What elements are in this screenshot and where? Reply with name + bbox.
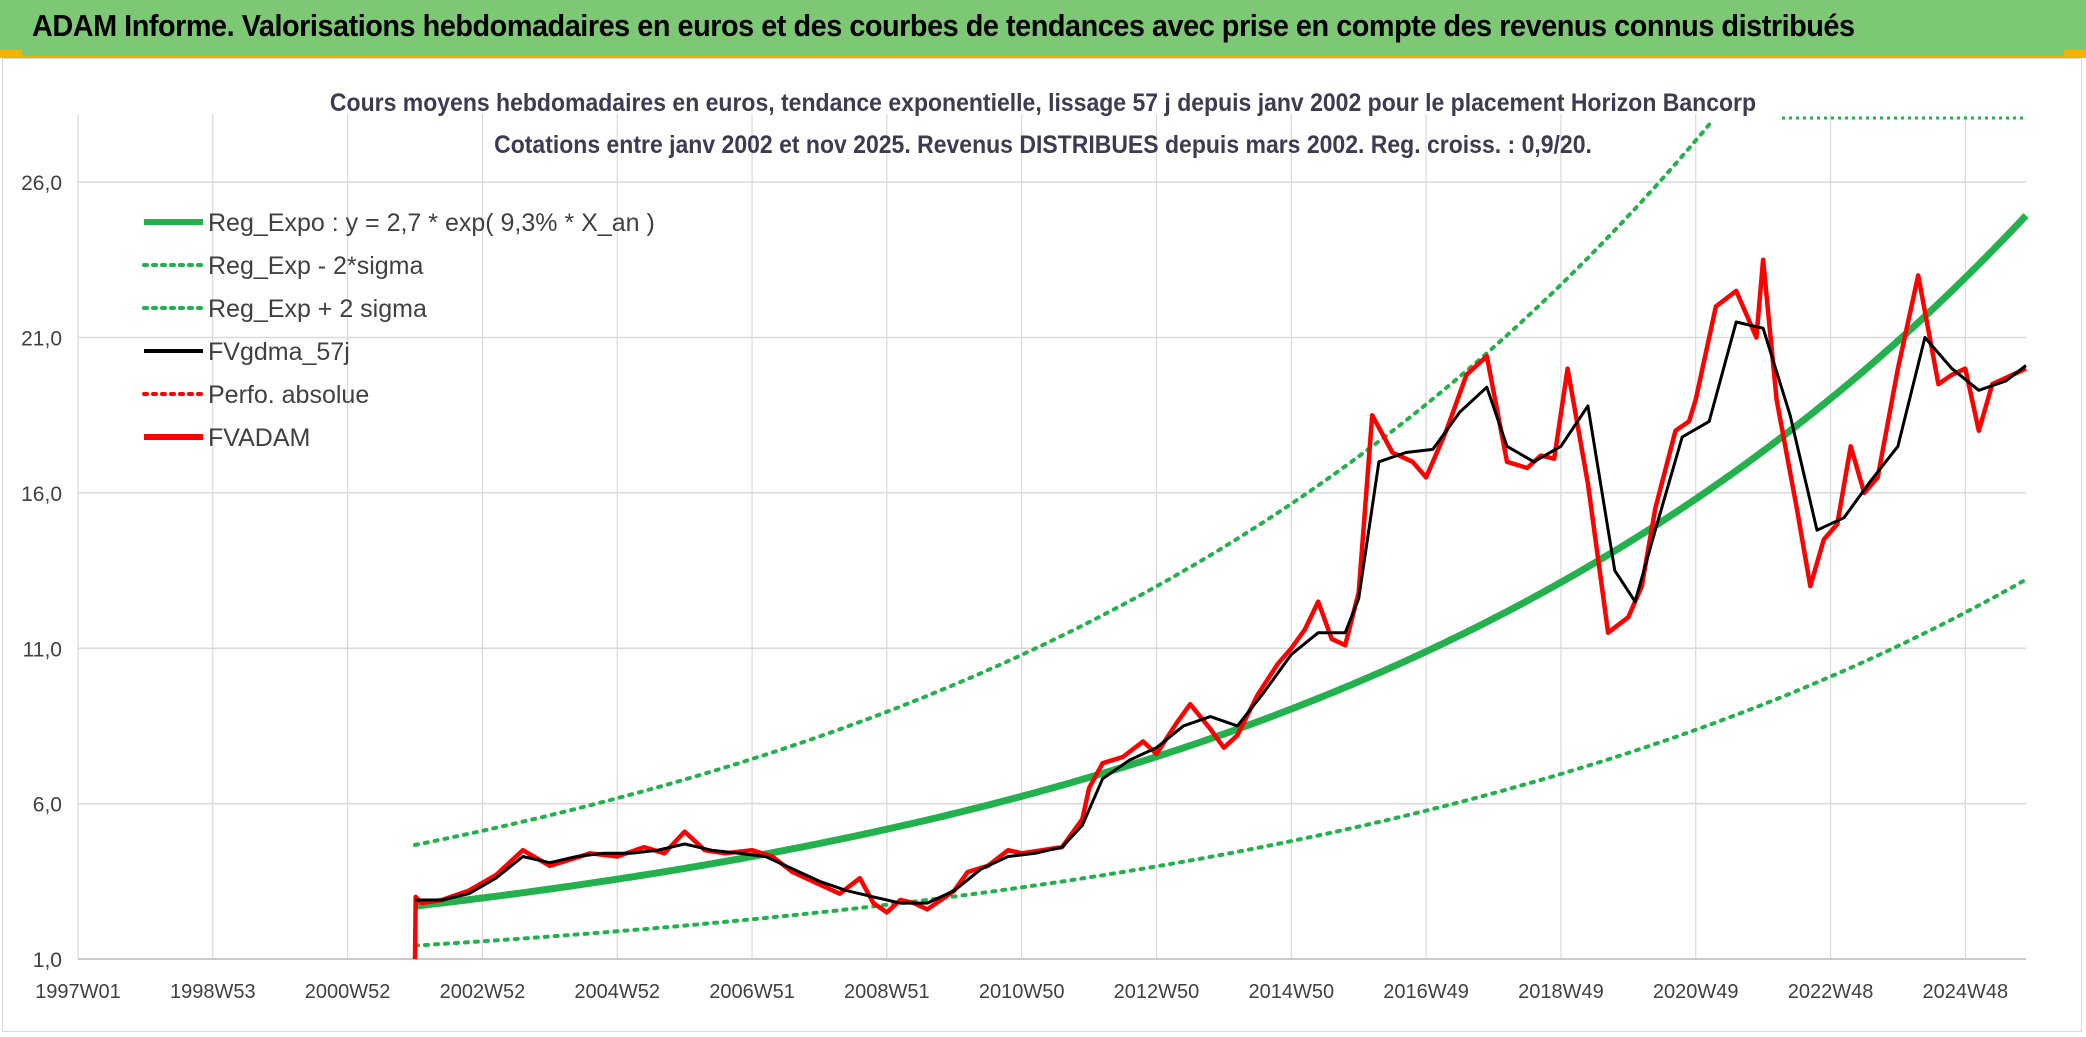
x-tick-label: 1998W53 — [170, 981, 256, 1003]
x-tick-label: 2002W52 — [440, 981, 526, 1003]
fvadam-line — [412, 257, 2027, 960]
y-tick-label: 26,0 — [21, 172, 62, 195]
x-tick-label: 2020W49 — [1653, 981, 1739, 1003]
y-tick-label: 11,0 — [23, 638, 62, 661]
y-tick-label: 21,0 — [21, 328, 62, 351]
x-tick-label: 2000W52 — [305, 981, 391, 1003]
y-tick-label: 6,0 — [33, 794, 62, 817]
y-axis-ticks: 1,0 6,0 11,0 16,0 21,0 26,0 — [21, 172, 62, 972]
chart-title-line2: Cotations entre janv 2002 et nov 2025. R… — [494, 131, 1592, 159]
x-tick-label: 2016W49 — [1383, 981, 1469, 1003]
reg-exp-plus-2sigma-line — [413, 118, 1715, 847]
x-tick-label: 2018W49 — [1518, 981, 1604, 1003]
header-corner-left — [0, 50, 22, 58]
legend-label: Reg_Exp + 2 sigma — [208, 295, 427, 323]
y-tick-label: 1,0 — [33, 949, 62, 972]
header-corner-right — [2064, 50, 2086, 58]
reg-exp-minus-2sigma-line — [413, 577, 2028, 948]
legend-label: Reg_Expo : y = 2,7 * exp( 9,3% * X_an ) — [208, 209, 655, 237]
x-axis-ticks: 1997W01 1998W53 2000W52 2002W52 2004W52 2006W… — [35, 981, 2008, 1003]
reg-expo-line — [414, 213, 2029, 910]
x-tick-label: 2022W48 — [1788, 981, 1874, 1003]
series-layer — [412, 118, 2029, 960]
x-tick-label: 2006W51 — [709, 981, 795, 1003]
legend-label: Reg_Exp - 2*sigma — [208, 252, 423, 280]
x-tick-label: 1997W01 — [35, 981, 121, 1003]
legend-label: Perfo. absolue — [208, 381, 369, 409]
legend-label: FVgdma_57j — [208, 338, 350, 366]
y-tick-label: 16,0 — [21, 483, 62, 506]
report-header: ADAM Informe. Valorisations hebdomadaire… — [0, 0, 2086, 58]
chart-legend: Reg_Expo : y = 2,7 * exp( 9,3% * X_an ) R… — [142, 209, 655, 452]
report-title: ADAM Informe. Valorisations hebdomadaire… — [32, 8, 1855, 43]
x-tick-label: 2010W50 — [979, 981, 1065, 1003]
x-tick-label: 2004W52 — [574, 981, 660, 1003]
chart-frame — [2, 58, 2082, 1032]
legend-label: FVADAM — [208, 424, 310, 452]
x-tick-label: 2012W50 — [1114, 981, 1200, 1003]
x-tick-label: 2014W50 — [1248, 981, 1334, 1003]
x-tick-label: 2008W51 — [844, 981, 930, 1003]
fvgdma-57j-line — [415, 320, 2027, 905]
chart-title-line1: Cours moyens hebdomadaires en euros, ten… — [330, 89, 1756, 117]
x-tick-label: 2024W48 — [1923, 981, 2009, 1003]
grid-lines — [77, 114, 2026, 960]
